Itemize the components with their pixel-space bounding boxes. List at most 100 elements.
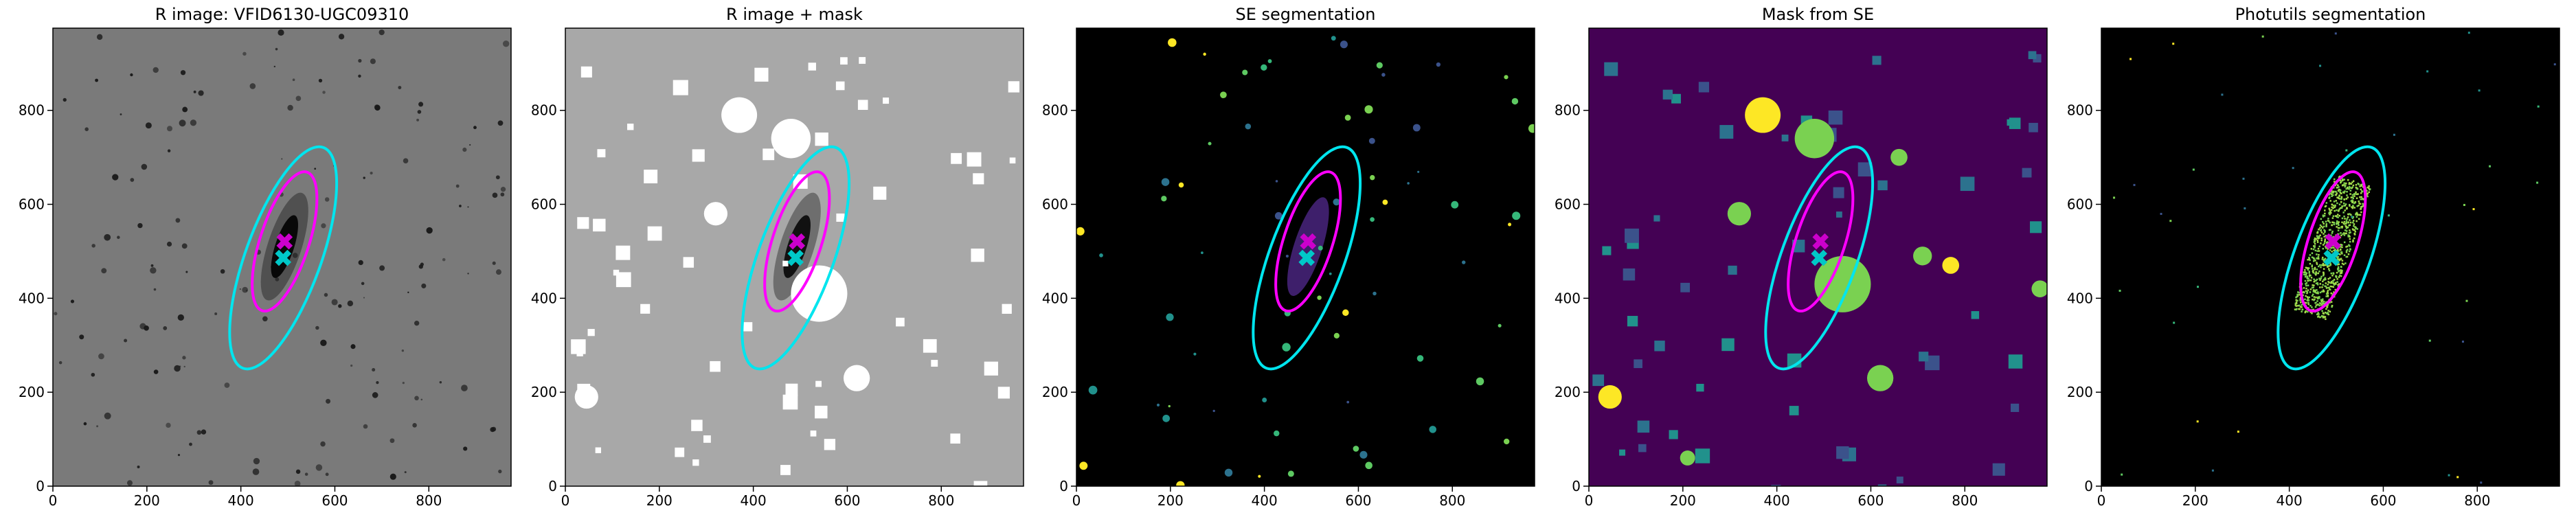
pixel bbox=[2343, 205, 2345, 207]
pixel bbox=[2294, 308, 2296, 310]
pixel bbox=[2324, 258, 2327, 260]
pixel bbox=[2331, 206, 2333, 209]
star bbox=[358, 260, 363, 266]
pixel bbox=[2307, 277, 2309, 279]
y-tick-label: 800 bbox=[1042, 102, 1068, 119]
mask-square bbox=[593, 218, 606, 232]
segment bbox=[1333, 198, 1340, 206]
x-tick-label: 400 bbox=[228, 492, 254, 509]
pixel bbox=[2321, 299, 2324, 302]
mask-square bbox=[900, 485, 909, 486]
mask-square bbox=[1971, 311, 1980, 319]
pixel bbox=[2320, 314, 2323, 317]
pixel bbox=[2316, 297, 2319, 300]
pixel bbox=[2332, 192, 2334, 194]
panel-title: Mask from SE bbox=[1762, 5, 1874, 24]
pixel bbox=[2336, 258, 2339, 261]
pixel bbox=[2337, 190, 2340, 192]
pixel bbox=[2319, 279, 2321, 282]
pixel bbox=[2360, 190, 2363, 192]
pixel bbox=[2305, 301, 2307, 304]
pixel bbox=[2331, 230, 2334, 233]
star bbox=[376, 381, 379, 385]
star bbox=[420, 398, 423, 401]
pixel bbox=[2342, 191, 2345, 194]
star bbox=[166, 422, 171, 428]
pixel bbox=[2349, 240, 2351, 243]
x-tick-label: 200 bbox=[1670, 492, 1696, 509]
mask-square bbox=[743, 322, 753, 332]
pixel bbox=[2327, 290, 2329, 292]
star bbox=[150, 264, 154, 267]
star bbox=[398, 86, 402, 89]
mask-square bbox=[2028, 51, 2037, 60]
mask-square bbox=[2011, 403, 2020, 412]
segment bbox=[1331, 36, 1336, 41]
pixel bbox=[2311, 265, 2313, 268]
pixel bbox=[2352, 239, 2354, 242]
star bbox=[473, 126, 477, 130]
segment bbox=[1417, 170, 1420, 173]
pixel bbox=[2309, 279, 2312, 282]
pixel bbox=[2355, 186, 2357, 189]
pixel bbox=[2313, 296, 2316, 298]
pixel bbox=[2320, 304, 2323, 306]
pixel bbox=[2332, 190, 2335, 193]
pixel bbox=[2333, 249, 2335, 252]
star bbox=[166, 241, 172, 247]
mask-circle bbox=[721, 97, 758, 133]
pixel bbox=[2329, 249, 2331, 251]
segment bbox=[1412, 124, 1421, 132]
pixel bbox=[2303, 287, 2305, 289]
star bbox=[167, 149, 171, 152]
pixel bbox=[2325, 293, 2328, 295]
pixel bbox=[2334, 215, 2337, 217]
star bbox=[315, 325, 319, 330]
pixel bbox=[2319, 291, 2322, 294]
star bbox=[304, 472, 308, 476]
pixel bbox=[2368, 187, 2370, 190]
pixel bbox=[2334, 204, 2336, 207]
aperture-ellipse bbox=[763, 170, 831, 313]
pixel bbox=[2324, 231, 2326, 233]
mask-square bbox=[1680, 282, 1691, 293]
pixel bbox=[2337, 227, 2340, 229]
pixel bbox=[2334, 288, 2337, 291]
segment bbox=[1285, 254, 1289, 258]
pixel bbox=[2310, 277, 2313, 279]
pixel bbox=[2343, 220, 2346, 223]
pixel bbox=[2338, 188, 2340, 191]
star bbox=[358, 58, 362, 63]
pixel bbox=[2346, 194, 2348, 196]
pixel bbox=[2328, 207, 2330, 210]
star bbox=[185, 271, 188, 273]
pixel bbox=[2338, 275, 2341, 277]
pixel bbox=[2352, 220, 2355, 222]
panel-title: R image + mask bbox=[726, 5, 863, 24]
y-tick-label: 600 bbox=[19, 196, 45, 213]
pixel bbox=[2337, 184, 2339, 187]
pixel bbox=[2316, 241, 2319, 243]
pixel bbox=[2315, 271, 2317, 273]
pixel bbox=[2320, 218, 2323, 220]
pixel bbox=[2345, 184, 2347, 187]
mask-square bbox=[2008, 354, 2023, 369]
pixel bbox=[2309, 311, 2312, 313]
pixel bbox=[2323, 225, 2325, 228]
x-tick-label: 0 bbox=[561, 492, 570, 509]
pixel bbox=[2322, 216, 2325, 218]
star bbox=[84, 127, 89, 131]
pixel bbox=[2349, 238, 2351, 240]
pixel bbox=[2337, 256, 2340, 258]
pixel bbox=[2309, 274, 2312, 277]
pixel bbox=[2295, 302, 2298, 305]
star bbox=[315, 464, 323, 471]
mask-square bbox=[1836, 446, 1849, 459]
mask-square bbox=[1695, 448, 1710, 464]
pixel bbox=[2321, 302, 2323, 304]
pixel bbox=[2324, 285, 2326, 287]
pixel bbox=[2358, 218, 2360, 220]
star bbox=[463, 446, 468, 451]
